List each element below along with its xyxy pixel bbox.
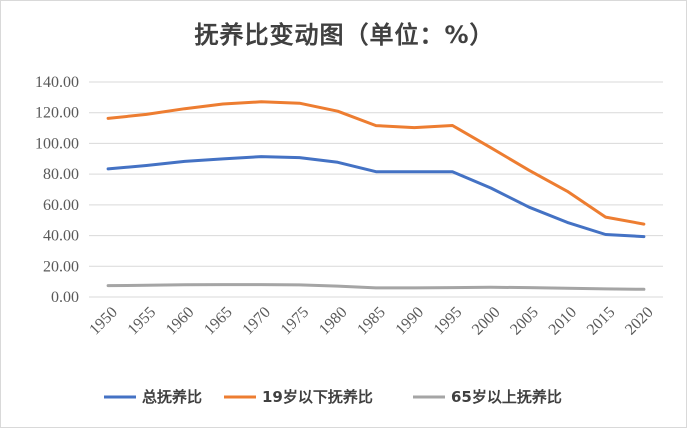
x-tick-label: 1970 bbox=[239, 304, 274, 339]
x-tick-label: 1975 bbox=[278, 304, 313, 339]
x-tick-label: 1995 bbox=[431, 304, 466, 339]
x-tick-label: 2005 bbox=[507, 304, 542, 339]
legend-label-1: 总抚养比 bbox=[142, 388, 202, 406]
y-tick-label: 100.00 bbox=[35, 135, 79, 152]
y-tick-label: 140.00 bbox=[35, 74, 79, 91]
x-tick-label: 2000 bbox=[469, 304, 504, 339]
series-line-1 bbox=[106, 155, 646, 239]
series-line-3 bbox=[106, 283, 646, 291]
y-tick-label: 60.00 bbox=[43, 197, 79, 214]
series-line-2 bbox=[106, 100, 646, 226]
x-tick-label: 1980 bbox=[316, 304, 351, 339]
x-tick-label: 1950 bbox=[86, 304, 121, 339]
y-tick-label: 20.00 bbox=[43, 258, 79, 275]
x-tick-label: 1965 bbox=[201, 304, 236, 339]
x-tick-label: 1985 bbox=[354, 304, 389, 339]
y-tick-label: 80.00 bbox=[43, 166, 79, 183]
legend-label-3: 65岁以上抚养比 bbox=[451, 388, 562, 406]
chart-title: 抚养比变动图（单位：%） bbox=[194, 21, 495, 49]
x-tick-label: 2015 bbox=[584, 304, 619, 339]
x-tick-label: 1955 bbox=[125, 304, 160, 339]
x-tick-label: 1990 bbox=[392, 304, 427, 339]
legend-label-2: 19岁以下抚养比 bbox=[262, 388, 373, 406]
y-tick-label: 40.00 bbox=[43, 228, 79, 245]
x-tick-label: 2020 bbox=[622, 304, 657, 339]
x-tick-label: 1960 bbox=[163, 304, 198, 339]
y-tick-label: 120.00 bbox=[35, 105, 79, 122]
x-tick-label: 2010 bbox=[546, 304, 581, 339]
y-tick-label: 0.00 bbox=[51, 289, 79, 306]
